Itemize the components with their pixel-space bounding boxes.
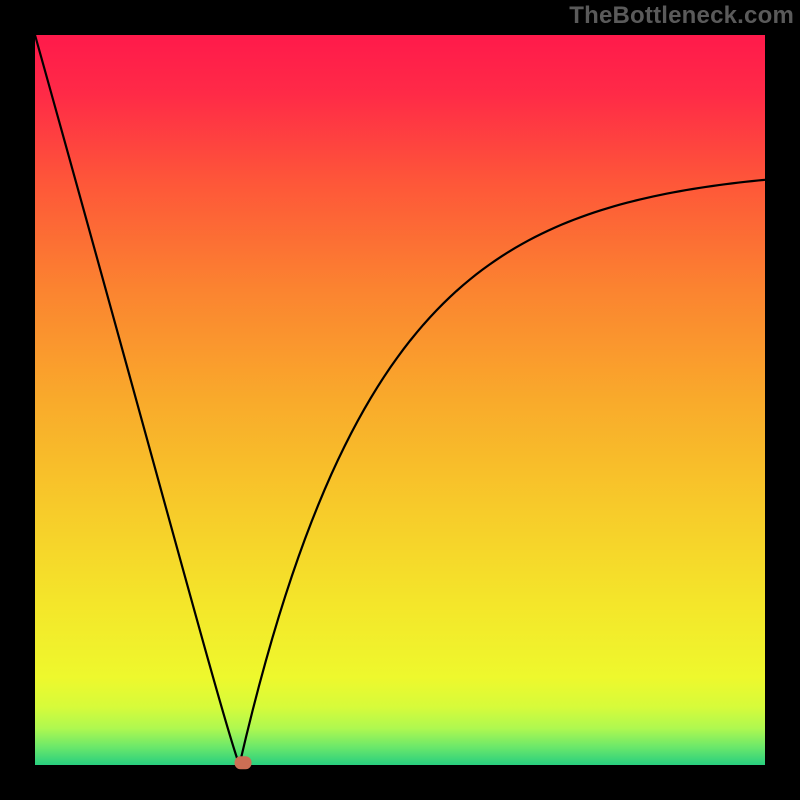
watermark-text: TheBottleneck.com (569, 2, 794, 30)
minimum-marker (235, 756, 252, 769)
chart-container: TheBottleneck.com (0, 0, 800, 800)
plot-background (35, 35, 765, 765)
chart-svg (0, 0, 800, 800)
